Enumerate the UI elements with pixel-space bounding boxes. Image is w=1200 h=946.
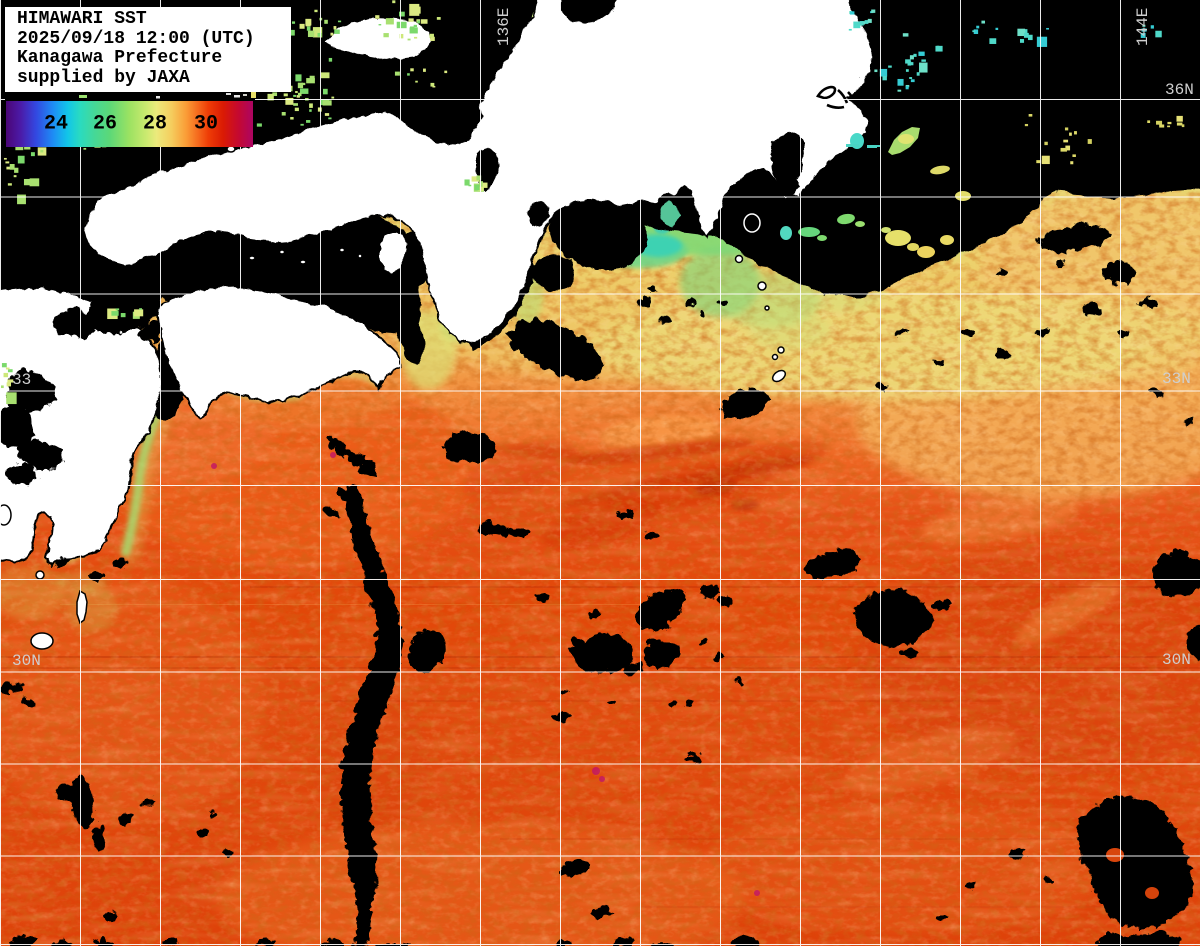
grid-label-30N: 30N xyxy=(1162,651,1191,669)
sst-speckles xyxy=(107,308,144,320)
grid-label-30N: 30N xyxy=(12,652,41,670)
sst-speckles xyxy=(394,68,448,88)
grid-label-36N: 36N xyxy=(1165,81,1194,99)
lakes-coastline xyxy=(816,85,857,109)
sst-speckles xyxy=(1140,24,1162,38)
colorbar-tick-26: 26 xyxy=(92,112,118,136)
small-islands xyxy=(0,145,787,650)
sst-speckles xyxy=(1024,114,1092,165)
sst-speckles xyxy=(375,0,441,41)
sst-speckles xyxy=(874,33,943,92)
map-region: Kanagawa Prefecture xyxy=(17,48,223,68)
cloud-blobs xyxy=(0,198,1200,946)
legend-backdrop xyxy=(5,92,256,101)
map-title: HIMAWARI SST xyxy=(17,9,147,29)
grid-label-136E: 136E xyxy=(495,7,513,46)
sst-speckles xyxy=(848,9,876,31)
colorbar-tick-28: 28 xyxy=(142,112,168,136)
grid-label-33: 33 xyxy=(12,371,32,389)
inland-sea-and-bays xyxy=(468,0,804,349)
sst-speckles xyxy=(1147,115,1185,128)
grid-label-144E: 144E xyxy=(1134,7,1152,46)
land-awaji xyxy=(377,227,408,275)
island-oshima xyxy=(743,213,761,233)
colorbar-tick-24: 24 xyxy=(43,112,69,136)
sst-speckles xyxy=(1017,27,1049,47)
colorbar-tick-30: 30 xyxy=(193,112,219,136)
map-datetime: 2025/09/18 12:00 (UTC) xyxy=(17,28,255,49)
sst-speckles xyxy=(972,20,999,44)
info-box: HIMAWARI SST 2025/09/18 12:00 (UTC) Kana… xyxy=(5,7,291,92)
grid-label-33N: 33N xyxy=(1162,370,1191,388)
sst-speckles xyxy=(0,363,17,405)
map-credit: supplied by JAXA xyxy=(17,67,190,88)
colorbar: 24 26 28 30 xyxy=(6,101,253,147)
land-shikoku xyxy=(154,282,402,418)
